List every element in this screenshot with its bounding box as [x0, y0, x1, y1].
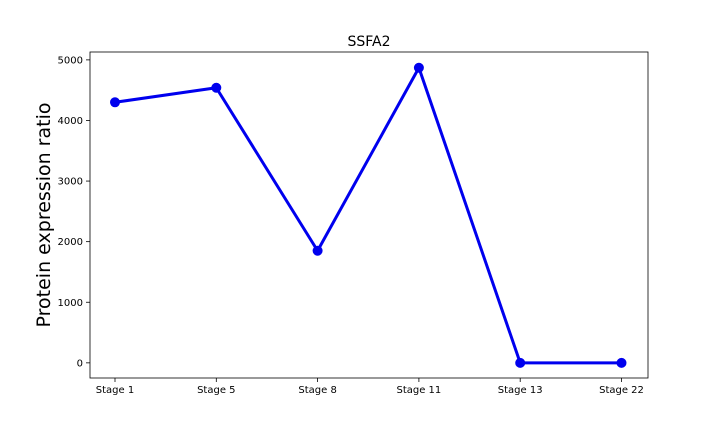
x-tick-label: Stage 1: [96, 385, 134, 396]
x-tick-label: Stage 5: [197, 385, 235, 396]
x-tick-label: Stage 13: [498, 385, 543, 396]
y-tick-label: 4000: [58, 116, 83, 127]
data-point: [110, 97, 120, 108]
plot-frame: [89, 51, 649, 379]
y-tick-label: 3000: [58, 177, 83, 188]
data-point: [515, 357, 526, 368]
data-point: [616, 357, 627, 368]
plot-area: 0 1000 2000 3000 4000 5000 Stage 1 Stage 5 Stage…: [58, 51, 649, 396]
x-tick-label: Stage 22: [599, 385, 644, 396]
y-tick-label: 1000: [58, 298, 83, 309]
data-point: [413, 62, 424, 73]
y-tick-label: 2000: [58, 237, 83, 248]
data-point: [211, 82, 222, 93]
x-tick-label: Stage 8: [298, 385, 336, 396]
data-point: [312, 245, 323, 256]
y-tick-label: 5000: [58, 55, 83, 66]
x-tick-label: Stage 11: [396, 385, 441, 396]
y-tick-label: 0: [77, 358, 83, 369]
chart-title: SSFA2: [347, 34, 390, 50]
y-axis-label: Protein expression ratio: [33, 103, 55, 328]
series-line: [114, 66, 622, 365]
